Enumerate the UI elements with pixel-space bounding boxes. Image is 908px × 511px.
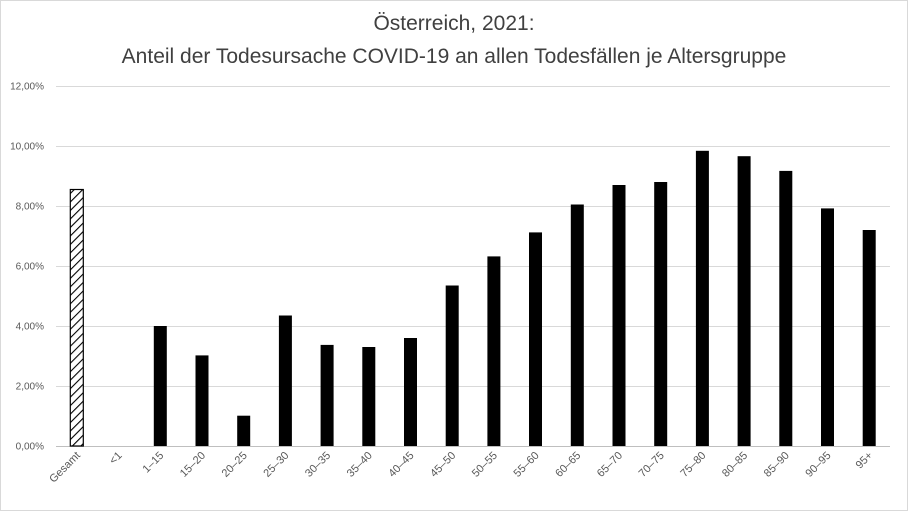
bar-gesamt [69,188,84,447]
x-tick-label: 85–90 [762,450,792,480]
bar-age-6 [320,344,334,446]
bar-age-3 [195,355,209,446]
bar-age-8 [404,338,417,446]
bar-age-2 [153,326,167,446]
gridlines [56,86,890,447]
y-tick-label: 4,00% [16,322,44,333]
y-tick-label: 2,00% [16,382,44,393]
bar-age-13 [612,185,626,446]
x-tick-label: 95+ [854,450,876,472]
x-tick-label: 75–80 [678,450,708,480]
x-axis: Gesamt <1 1–15 15–20 20–25 25–30 30–35 35–40 40–… [47,450,875,486]
bar-age-9 [445,285,459,446]
bar-age-18 [821,208,834,446]
bar-age-15 [695,150,709,447]
bar-age-11 [529,232,542,446]
x-tick-label: 40–45 [386,450,416,480]
x-tick-label: 35–40 [345,450,375,480]
x-tick-label: Gesamt [47,450,83,486]
y-axis: 0,00% 2,00% 4,00% 6,00% 8,00% 10,00% 12,00% [10,82,44,453]
x-tick-label: 65–70 [595,450,625,480]
bar-age-10 [487,256,501,446]
x-tick-label: 45–50 [428,450,458,480]
x-tick-label: 60–65 [553,450,583,480]
x-tick-label: 20–25 [220,450,250,480]
x-tick-label: <1 [107,450,124,467]
x-tick-label: 25–30 [261,450,291,480]
x-tick-label: 15–20 [178,450,208,480]
y-tick-label: 12,00% [10,82,44,93]
x-tick-label: 80–85 [720,450,750,480]
bar-age-16 [737,156,751,446]
x-tick-label: 70–75 [637,450,667,480]
x-tick-label: 1–15 [141,450,167,476]
y-tick-label: 8,00% [16,202,44,213]
bar-age-7 [362,347,376,446]
bar-age-19 [862,230,876,446]
bar-age-17 [779,170,793,446]
bar-age-5 [278,315,292,446]
x-tick-label: 50–55 [470,450,500,480]
x-tick-label: 30–35 [303,450,333,480]
x-tick-label: 90–95 [803,450,833,480]
chart-subtitle: Anteil der Todesursache COVID-19 an alle… [121,45,787,68]
bar-age-12 [570,204,584,446]
y-tick-label: 0,00% [16,442,44,453]
y-tick-label: 10,00% [10,142,44,153]
x-tick-label: 55–60 [512,450,542,480]
bars [69,150,876,447]
bar-age-4 [237,415,251,446]
y-tick-label: 6,00% [16,262,44,273]
chart-title: Österreich, 2021: [373,12,535,35]
bar-age-14 [654,182,668,446]
